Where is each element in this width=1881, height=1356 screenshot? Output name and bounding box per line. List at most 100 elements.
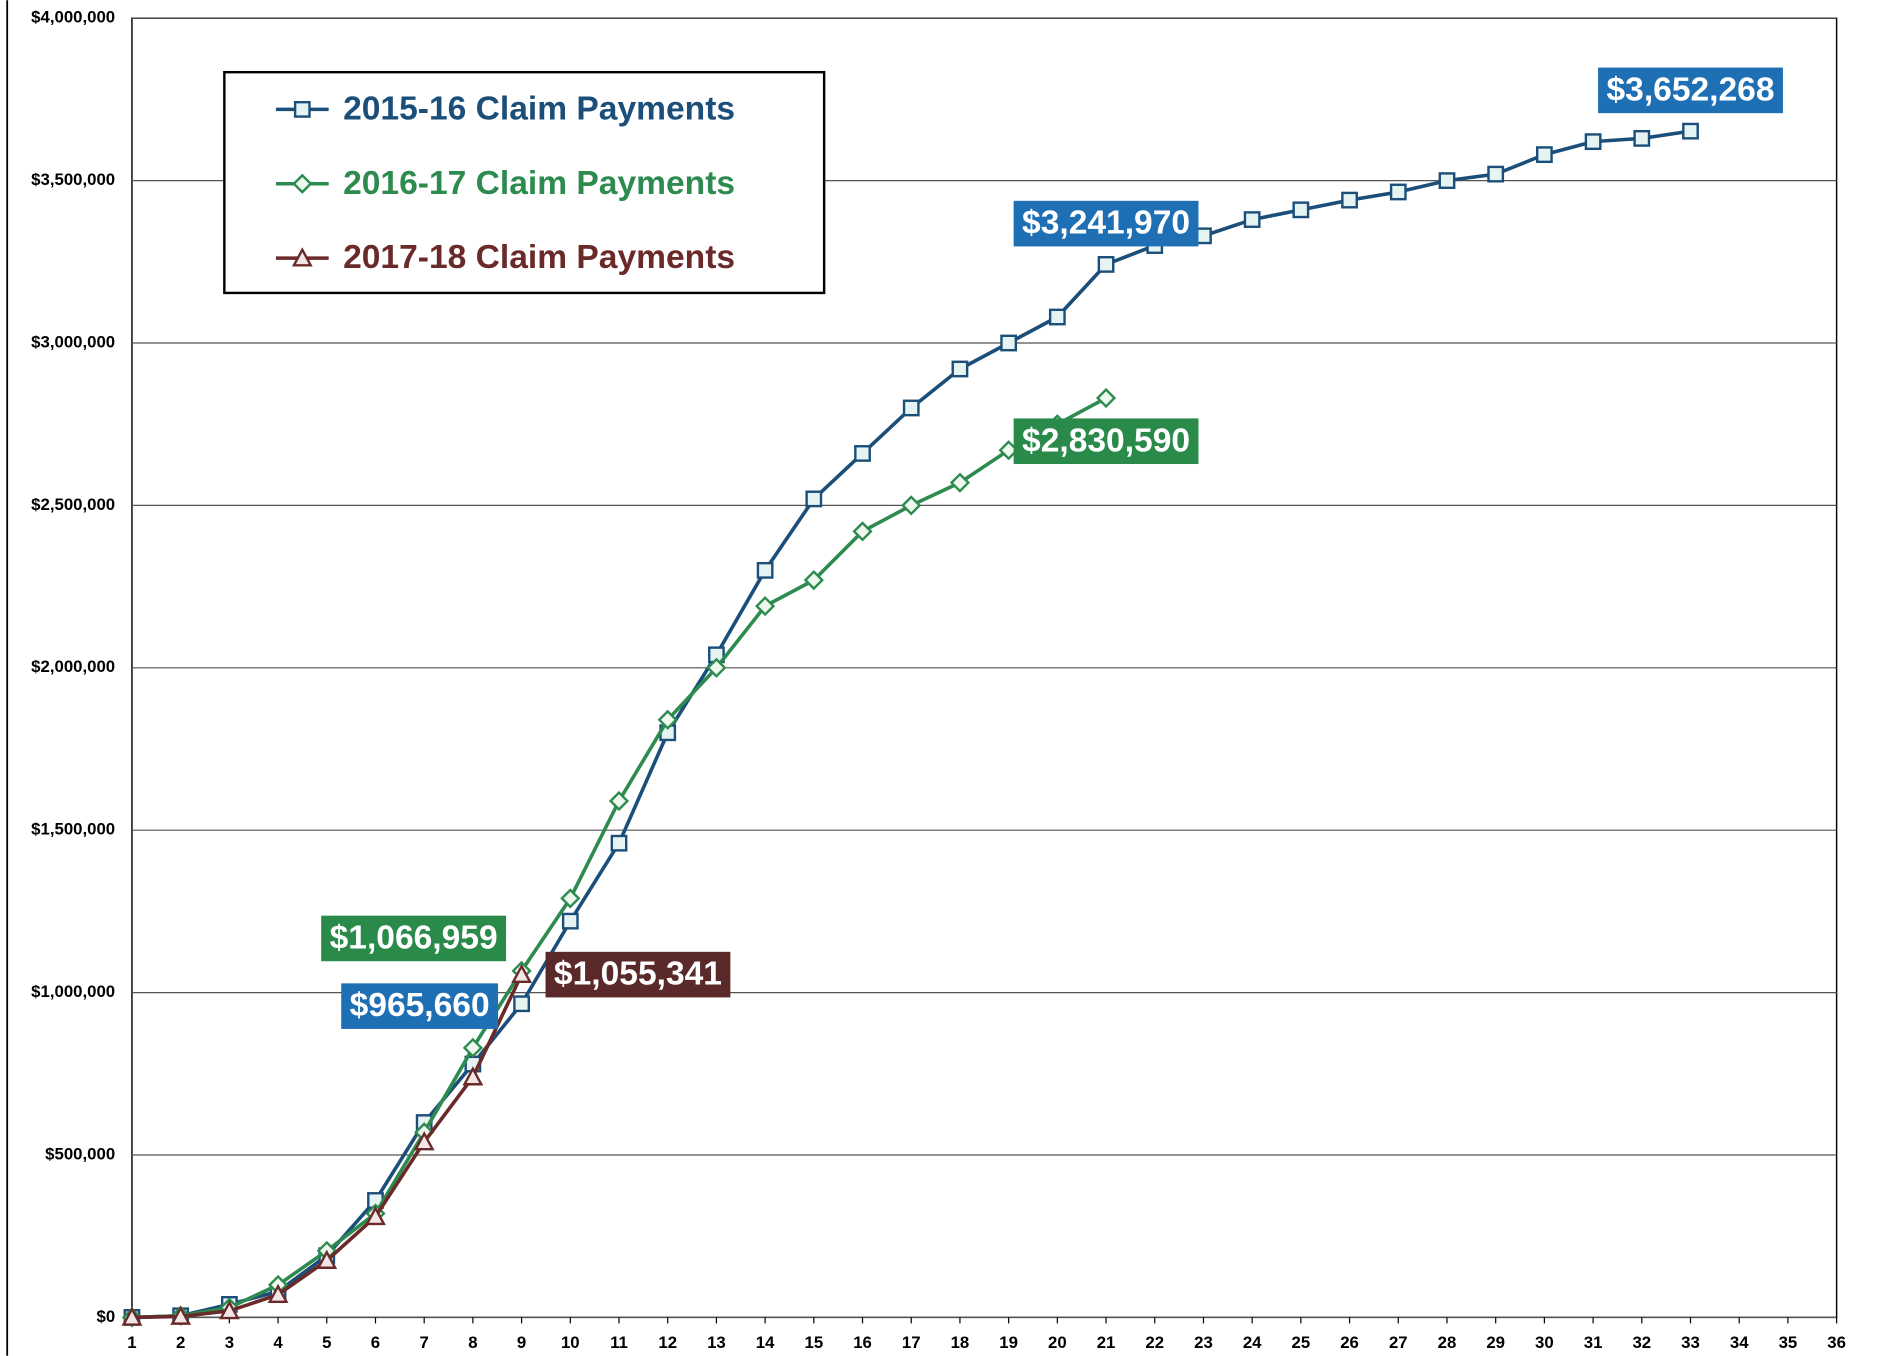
marker <box>1243 211 1261 228</box>
x-tick-label: 3 <box>225 1333 234 1352</box>
x-tick-label: 22 <box>1145 1333 1164 1352</box>
data-label: $2,830,590 <box>1022 422 1190 459</box>
x-tick-label: 31 <box>1584 1333 1603 1352</box>
x-tick-label: 13 <box>707 1333 726 1352</box>
marker <box>1389 183 1407 201</box>
marker <box>610 834 628 852</box>
marker <box>293 100 311 118</box>
data-label-box <box>1598 67 1783 114</box>
marker <box>511 963 532 984</box>
x-tick-label: 16 <box>853 1333 872 1352</box>
data-label-box <box>1013 200 1199 247</box>
marker <box>291 247 313 267</box>
marker <box>121 1306 143 1326</box>
y-tick-label: $2,000,000 <box>31 657 115 676</box>
marker <box>1341 191 1358 209</box>
x-tick-label: 14 <box>756 1333 775 1352</box>
marker <box>462 1066 484 1086</box>
x-tick-label: 4 <box>273 1333 283 1352</box>
x-tick-label: 9 <box>517 1333 526 1352</box>
y-tick-label: $3,500,000 <box>31 170 115 189</box>
legend-label: 2017-18 Claim Payments <box>343 239 735 276</box>
marker <box>413 1131 435 1151</box>
y-tick-label: $4,000,000 <box>31 8 115 27</box>
marker <box>854 445 871 462</box>
marker <box>316 1249 338 1269</box>
y-tick-label: $1,500,000 <box>31 820 115 839</box>
marker <box>561 912 579 930</box>
x-tick-label: 26 <box>1340 1333 1359 1352</box>
data-label-box <box>1013 418 1199 465</box>
x-tick-label: 30 <box>1535 1333 1554 1352</box>
x-tick-label: 1 <box>127 1333 136 1352</box>
marker <box>1584 133 1602 151</box>
y-tick-label: $0 <box>96 1307 115 1326</box>
x-tick-label: 33 <box>1681 1333 1700 1352</box>
x-tick-label: 18 <box>951 1333 970 1352</box>
marker <box>803 570 824 591</box>
x-tick-label: 36 <box>1827 1333 1846 1352</box>
x-tick-label: 7 <box>420 1333 429 1352</box>
x-tick-label: 19 <box>999 1333 1018 1352</box>
marker <box>902 399 920 417</box>
marker <box>462 1037 483 1058</box>
legend-label: 2015-16 Claim Payments <box>343 90 735 127</box>
marker <box>560 888 581 909</box>
data-label: $1,055,341 <box>554 956 722 993</box>
marker <box>755 595 776 617</box>
x-tick-label: 34 <box>1730 1333 1749 1352</box>
data-label: $3,241,970 <box>1022 205 1190 242</box>
y-tick-label: $500,000 <box>45 1144 115 1163</box>
data-label: $1,066,959 <box>330 920 498 957</box>
data-label: $3,652,268 <box>1606 71 1774 108</box>
marker <box>949 472 971 493</box>
marker <box>1682 122 1699 140</box>
x-tick-label: 11 <box>610 1333 628 1352</box>
x-tick-label: 24 <box>1243 1333 1262 1352</box>
x-tick-label: 12 <box>658 1333 677 1352</box>
y-tick-label: $3,000,000 <box>31 332 115 351</box>
x-tick-label: 10 <box>561 1333 580 1352</box>
marker <box>657 709 678 730</box>
x-tick-label: 20 <box>1048 1333 1067 1352</box>
x-tick-label: 28 <box>1438 1333 1457 1352</box>
marker <box>1438 172 1456 190</box>
x-tick-label: 5 <box>322 1333 331 1352</box>
marker <box>365 1205 386 1226</box>
series-line <box>131 396 1107 1320</box>
marker <box>1633 129 1651 147</box>
marker <box>292 173 313 194</box>
x-tick-label: 21 <box>1097 1333 1116 1352</box>
series-line <box>131 129 1691 1320</box>
marker <box>1095 387 1117 409</box>
data-label-box <box>321 915 507 962</box>
marker <box>951 360 969 378</box>
x-tick-label: 8 <box>468 1333 477 1352</box>
y-tick-label: $1,000,000 <box>31 982 115 1001</box>
marker <box>1487 165 1505 183</box>
marker <box>852 521 873 542</box>
marker <box>706 657 727 678</box>
x-tick-label: 23 <box>1194 1333 1213 1352</box>
data-label-box <box>341 983 499 1029</box>
marker <box>513 995 530 1013</box>
x-tick-label: 6 <box>371 1333 380 1352</box>
x-tick-label: 27 <box>1389 1333 1408 1352</box>
x-tick-label: 32 <box>1632 1333 1651 1352</box>
marker <box>1292 201 1310 219</box>
marker <box>1535 146 1553 164</box>
x-tick-label: 2 <box>176 1333 185 1352</box>
marker <box>901 495 922 516</box>
x-tick-label: 29 <box>1486 1333 1505 1352</box>
marker <box>805 490 823 508</box>
legend-label: 2016-17 Claim Payments <box>343 165 735 202</box>
x-tick-label: 25 <box>1292 1333 1311 1352</box>
marker <box>218 1299 240 1320</box>
y-tick-label: $2,500,000 <box>31 495 115 514</box>
marker <box>1000 334 1018 352</box>
marker <box>267 1283 289 1304</box>
data-label-box <box>545 951 731 998</box>
x-tick-label: 17 <box>902 1333 921 1352</box>
